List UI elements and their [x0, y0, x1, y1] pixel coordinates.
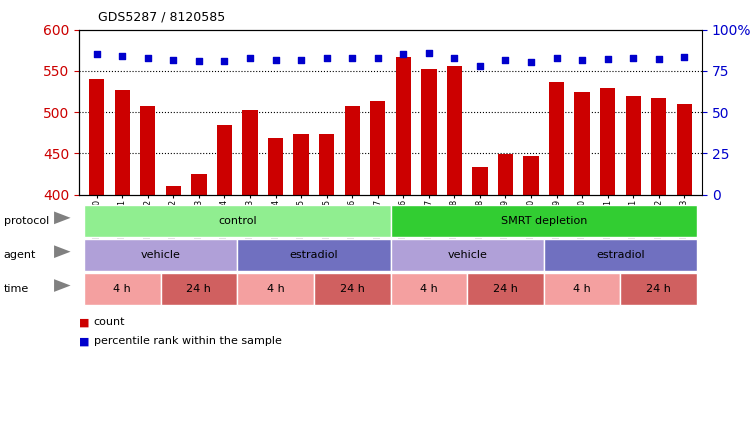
Text: 24 h: 24 h [493, 284, 518, 294]
Point [346, 55, 358, 62]
Text: 4 h: 4 h [113, 284, 131, 294]
Bar [192, 174, 207, 195]
Text: ■: ■ [79, 317, 89, 327]
Text: ■: ■ [79, 336, 89, 346]
Bar [140, 106, 155, 195]
Text: vehicle: vehicle [140, 250, 180, 260]
Polygon shape [54, 212, 71, 224]
Point [627, 55, 639, 62]
Text: GDS5287 / 8120585: GDS5287 / 8120585 [98, 11, 225, 24]
Text: percentile rank within the sample: percentile rank within the sample [94, 336, 282, 346]
Point [525, 58, 537, 65]
Polygon shape [54, 279, 71, 292]
Text: 4 h: 4 h [573, 284, 591, 294]
Bar [600, 88, 615, 195]
Polygon shape [54, 245, 71, 258]
Point [448, 55, 460, 62]
Point [602, 56, 614, 63]
Bar [243, 110, 258, 195]
Text: estradiol: estradiol [596, 250, 645, 260]
Text: control: control [218, 216, 257, 226]
Bar [498, 154, 513, 195]
Bar [294, 134, 309, 195]
Bar [345, 106, 360, 195]
Point [167, 57, 179, 63]
Text: protocol: protocol [4, 216, 49, 226]
Point [321, 55, 333, 62]
Point [576, 57, 588, 63]
Point [193, 58, 205, 64]
Text: 24 h: 24 h [186, 284, 211, 294]
Bar [319, 134, 334, 195]
Bar [396, 57, 411, 195]
Bar [89, 79, 104, 195]
Text: count: count [94, 317, 125, 327]
Text: agent: agent [4, 250, 36, 260]
Text: vehicle: vehicle [448, 250, 487, 260]
Bar [447, 66, 462, 195]
Bar [166, 186, 181, 195]
Point [295, 57, 307, 63]
Bar [115, 90, 130, 195]
Bar [626, 96, 641, 195]
Text: time: time [4, 284, 29, 294]
Bar [549, 82, 564, 195]
Bar [421, 69, 436, 195]
Point [653, 56, 665, 63]
Point [116, 52, 128, 59]
Point [91, 50, 103, 57]
Point [499, 57, 511, 63]
Text: 4 h: 4 h [420, 284, 438, 294]
Bar [523, 156, 538, 195]
Point [550, 54, 562, 61]
Bar [677, 104, 692, 195]
Point [219, 58, 231, 64]
Point [372, 55, 384, 62]
Bar [575, 92, 590, 195]
Bar [370, 102, 385, 195]
Text: estradiol: estradiol [290, 250, 338, 260]
Point [142, 54, 154, 61]
Bar [472, 168, 487, 195]
Point [244, 55, 256, 62]
Text: 4 h: 4 h [267, 284, 285, 294]
Point [678, 53, 690, 60]
Point [474, 63, 486, 69]
Point [423, 49, 435, 56]
Text: 24 h: 24 h [647, 284, 671, 294]
Bar [651, 98, 666, 195]
Bar [217, 125, 232, 195]
Point [397, 51, 409, 58]
Text: SMRT depletion: SMRT depletion [501, 216, 587, 226]
Point [270, 57, 282, 63]
Text: 24 h: 24 h [339, 284, 365, 294]
Bar [268, 137, 283, 195]
